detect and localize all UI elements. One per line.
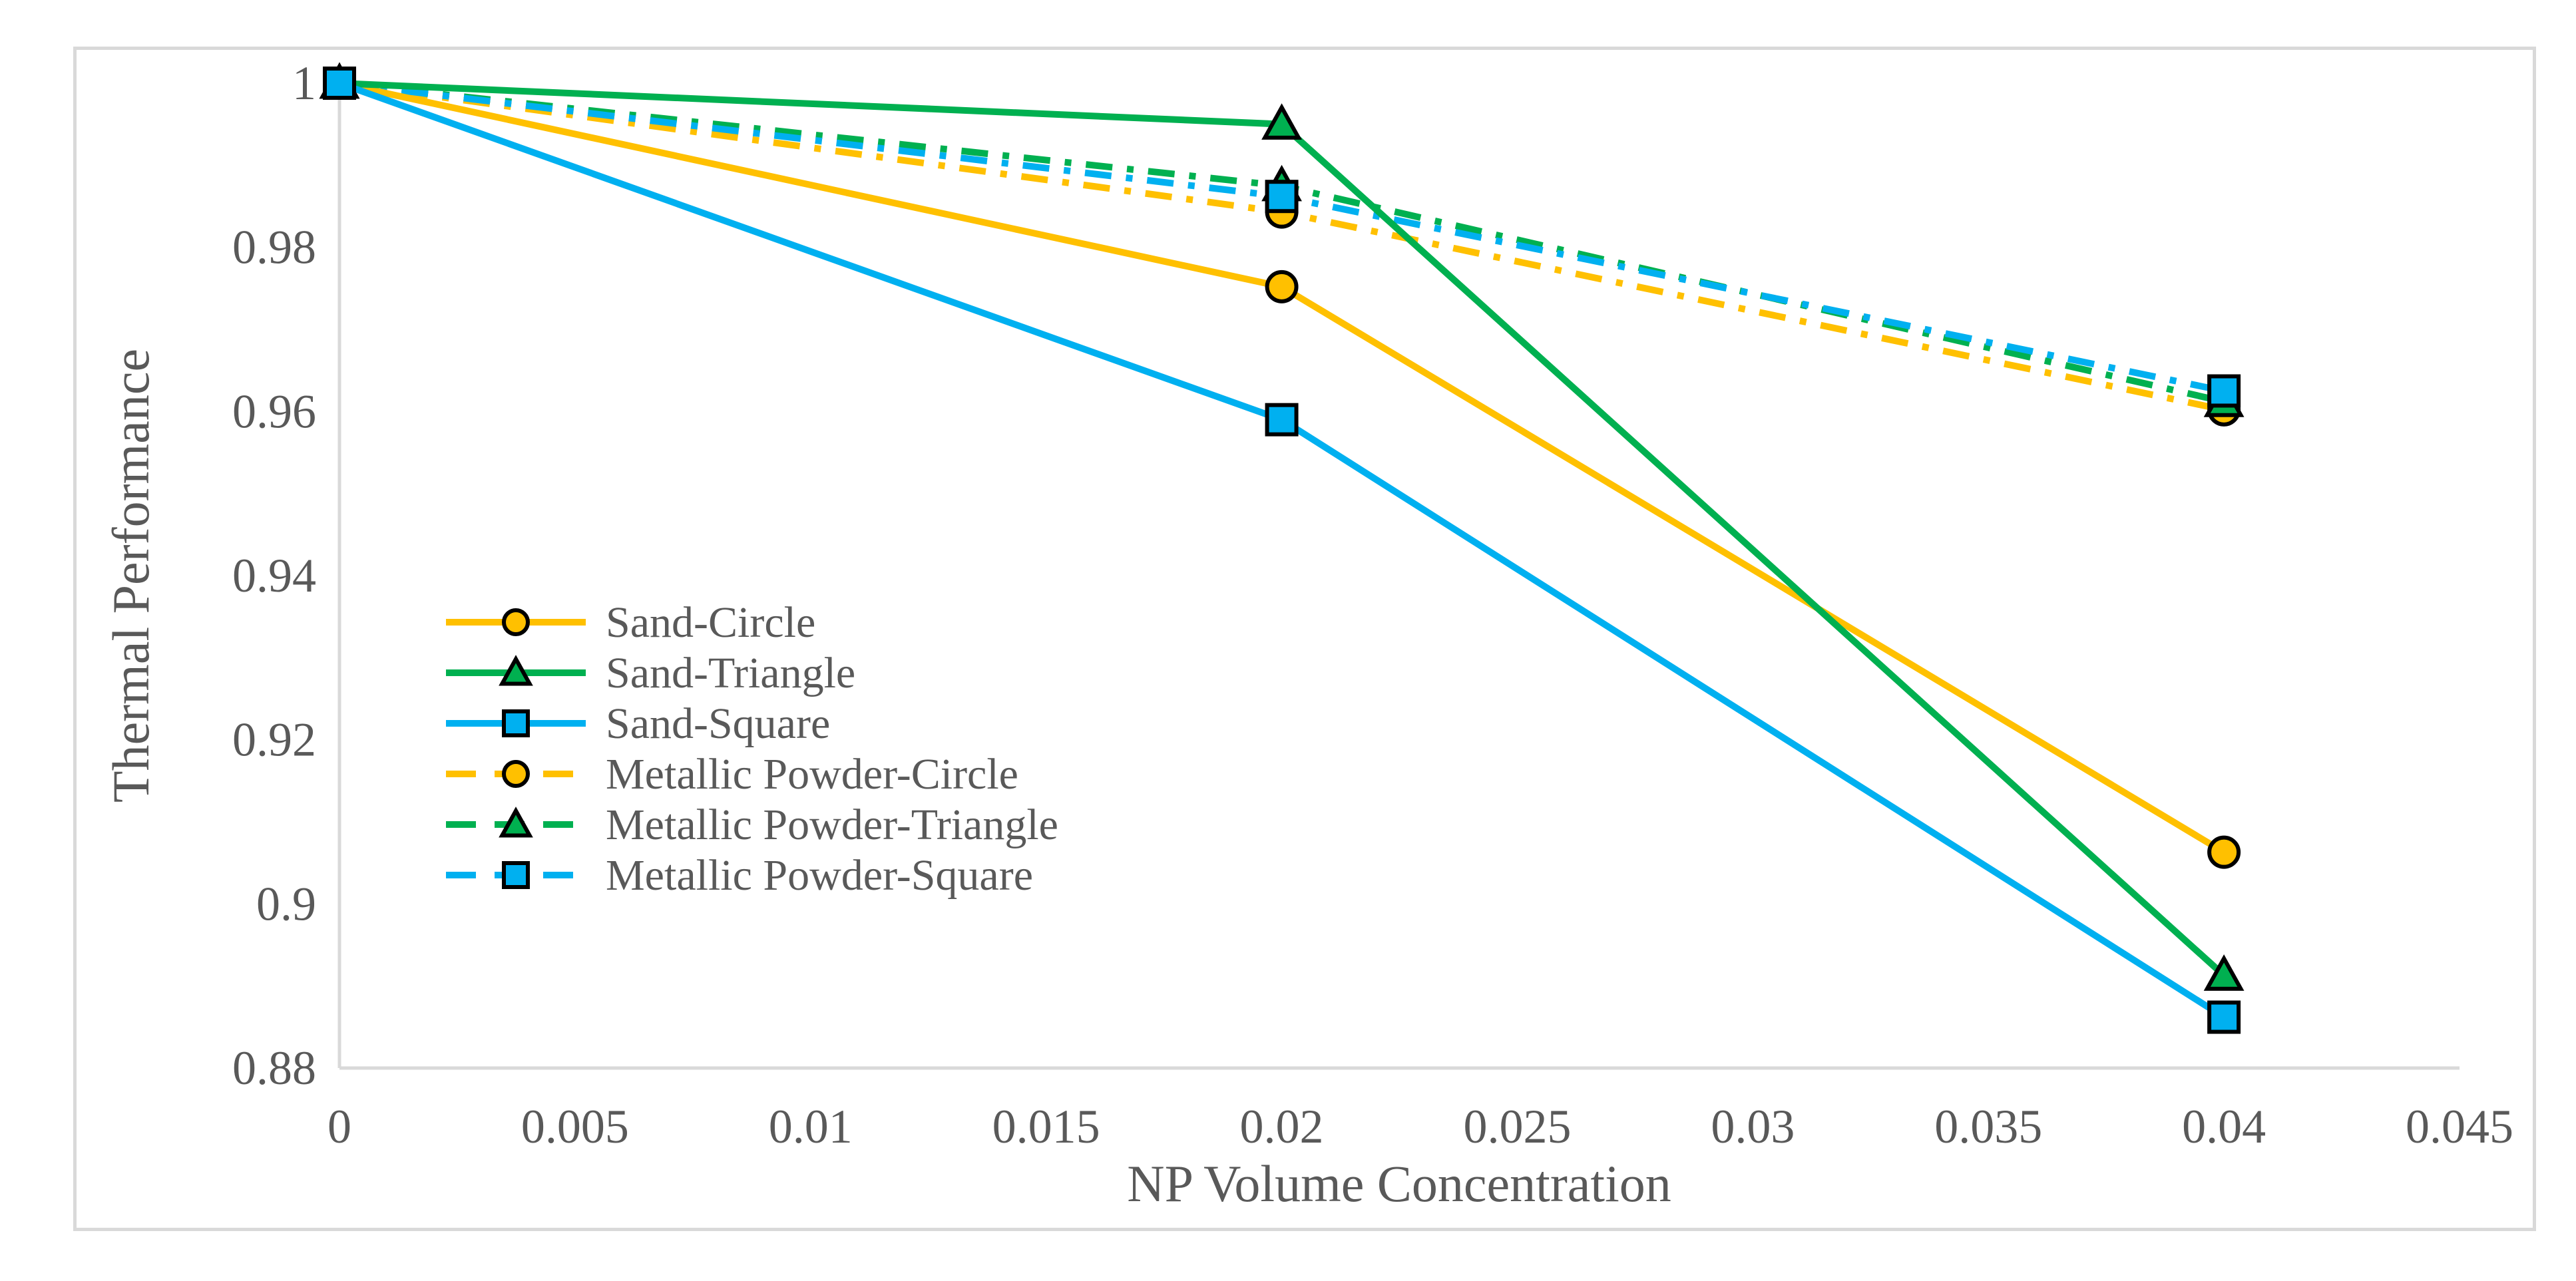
- x-tick-label: 0.035: [1934, 1100, 2042, 1153]
- data-point-sand-circle: [2207, 835, 2241, 869]
- axes: [337, 83, 2460, 1070]
- data-point-sand-circle: [1265, 270, 1299, 303]
- data-point-sand-triangle: [1261, 103, 1302, 140]
- legend-item-sand-triangle: Sand-Triangle: [446, 649, 855, 697]
- x-tick-label: 0.025: [1463, 1100, 1571, 1153]
- y-tick-label: 0.92: [232, 713, 316, 767]
- series-markers: [319, 62, 2245, 1034]
- legend-marker: [499, 807, 533, 838]
- y-axis-title: Thermal Performance: [102, 349, 160, 803]
- x-tick-label: 0.015: [992, 1100, 1100, 1153]
- legend-label: Sand-Circle: [606, 598, 815, 647]
- legend-marker: [502, 760, 530, 788]
- legend-label: Sand-Triangle: [606, 649, 855, 697]
- y-tick-label: 1: [292, 57, 316, 110]
- legend-marker: [502, 709, 530, 737]
- x-tick-label: 0.01: [769, 1100, 853, 1153]
- y-tick-label: 0.96: [232, 385, 316, 438]
- legend: Sand-CircleSand-TriangleSand-SquareMetal…: [446, 598, 1058, 900]
- legend-item-metallic-powder-circle: Metallic Powder-Circle: [446, 750, 1018, 799]
- chart-area: 0 0.005 0.01 0.015 0.02 0.025 0.03 0.035 0.04 0.0…: [73, 47, 2536, 1231]
- x-axis-title: NP Volume Concentration: [1127, 1155, 1671, 1212]
- legend-label: Metallic Powder-Square: [606, 851, 1033, 900]
- legend-marker: [502, 608, 530, 636]
- y-tick-label: 0.94: [232, 549, 316, 602]
- x-tick-label: 0.045: [2406, 1100, 2513, 1153]
- data-point-sand-square: [1265, 403, 1299, 437]
- legend-item-metallic-powder-triangle: Metallic Powder-Triangle: [446, 801, 1058, 849]
- legend-marker: [502, 861, 530, 889]
- data-point-metallic-powder-square: [2207, 374, 2241, 408]
- x-tick-label: 0.04: [2182, 1100, 2266, 1153]
- legend-label: Sand-Square: [606, 699, 830, 748]
- y-tick-label: 0.98: [232, 221, 316, 274]
- x-tick-label: 0.03: [1711, 1100, 1795, 1153]
- x-tick-label: 0: [327, 1100, 351, 1153]
- legend-marker: [499, 655, 533, 686]
- legend-item-sand-circle: Sand-Circle: [446, 598, 815, 647]
- x-tick-label: 0.02: [1240, 1100, 1324, 1153]
- y-tick-label: 0.88: [232, 1041, 316, 1095]
- x-tick-label: 0.005: [521, 1100, 629, 1153]
- legend-item-sand-square: Sand-Square: [446, 699, 830, 748]
- legend-label: Metallic Powder-Circle: [606, 750, 1018, 799]
- data-point-sand-square: [323, 67, 356, 100]
- tick-labels: 0 0.005 0.01 0.015 0.02 0.025 0.03 0.035 0.04 0.0…: [232, 57, 2513, 1153]
- legend-label: Metallic Powder-Triangle: [606, 801, 1058, 849]
- data-point-sand-triangle: [2203, 954, 2245, 991]
- legend-item-metallic-powder-square: Metallic Powder-Square: [446, 851, 1033, 900]
- data-point-metallic-powder-square: [1265, 180, 1299, 214]
- y-tick-label: 0.9: [256, 877, 316, 930]
- line-chart: 0 0.005 0.01 0.015 0.02 0.025 0.03 0.035 0.04 0.0…: [102, 57, 2513, 1212]
- data-point-sand-square: [2207, 1000, 2241, 1034]
